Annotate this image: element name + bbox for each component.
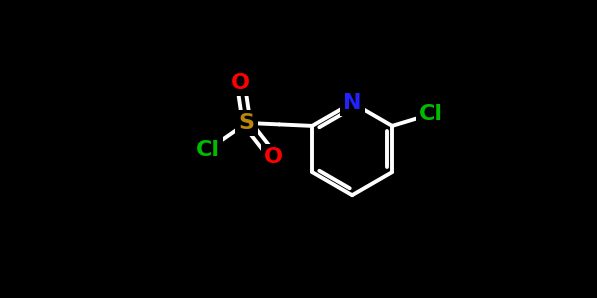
Text: O: O — [231, 73, 250, 93]
Text: O: O — [264, 147, 283, 167]
Text: Cl: Cl — [419, 104, 443, 124]
Text: N: N — [343, 93, 361, 113]
Text: S: S — [239, 113, 254, 133]
Text: Cl: Cl — [196, 140, 220, 160]
